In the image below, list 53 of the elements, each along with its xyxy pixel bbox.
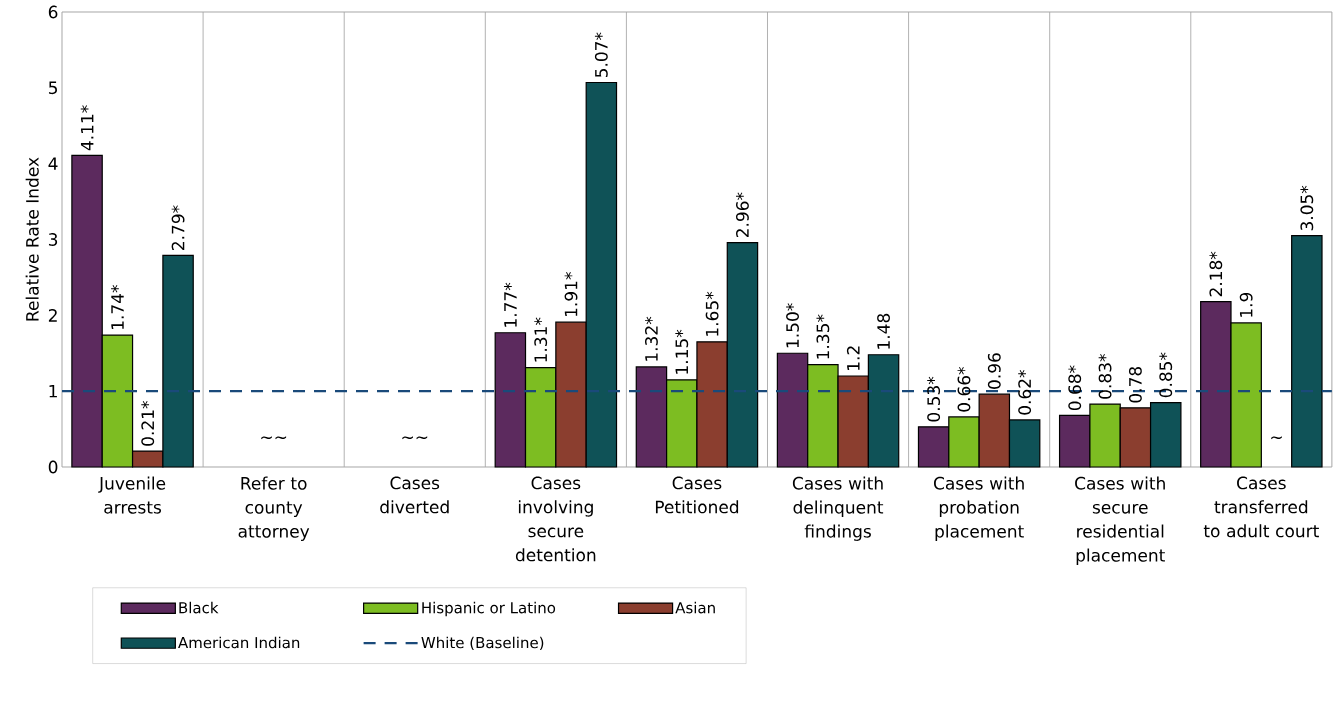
y-tick-label: 5 bbox=[48, 81, 57, 95]
data-label: 2.79* bbox=[171, 205, 185, 250]
data-label: 1.9 bbox=[1239, 292, 1253, 317]
x-tick-label: Juvenile arrests bbox=[98, 476, 166, 514]
data-label: 0.96 bbox=[987, 353, 1001, 389]
x-tick-label: Cases involving secure detention bbox=[515, 476, 596, 562]
data-label: 2.96* bbox=[736, 192, 749, 238]
data-label: 1.31* bbox=[534, 317, 548, 362]
y-axis-title: Relative Rate Index bbox=[25, 157, 39, 321]
data-label: 0.85* bbox=[1159, 352, 1173, 398]
x-tick-label: Refer to county attorney bbox=[238, 476, 310, 541]
y-tick-label: 0 bbox=[48, 460, 58, 474]
data-label: 1.32* bbox=[645, 316, 658, 361]
x-tick-label: Cases diverted bbox=[380, 476, 449, 514]
data-label: 3.05* bbox=[1300, 185, 1314, 231]
annotation: ~~ bbox=[261, 436, 287, 440]
legend-label: Asian bbox=[675, 601, 715, 614]
data-label: 0.66* bbox=[957, 366, 971, 412]
y-tick-label: 4 bbox=[48, 157, 58, 170]
data-label: 1.77* bbox=[504, 282, 517, 327]
data-label: 1.35* bbox=[816, 314, 830, 359]
data-label: 1.74* bbox=[111, 285, 124, 329]
data-label: 0.62* bbox=[1018, 369, 1032, 415]
data-label: 0.21* bbox=[141, 401, 155, 446]
data-label: 0.83* bbox=[1098, 354, 1112, 399]
data-label: 5.07* bbox=[594, 32, 608, 77]
y-tick-label: 6 bbox=[48, 5, 58, 19]
legend-label: White (Baseline) bbox=[421, 636, 544, 651]
data-label: 1.65* bbox=[705, 291, 719, 336]
data-label: 0.53* bbox=[927, 376, 941, 422]
y-tick-label: 1 bbox=[49, 384, 57, 398]
data-label: 1.48 bbox=[877, 313, 890, 349]
x-tick-label: Cases transferred to adult court bbox=[1203, 476, 1319, 538]
legend-label: Black bbox=[179, 601, 219, 614]
data-label: 0.78 bbox=[1128, 366, 1142, 403]
data-label: 1.91* bbox=[564, 272, 578, 317]
data-label: 1.15* bbox=[675, 329, 689, 374]
annotation: ~ bbox=[1271, 436, 1282, 440]
annotation: ~~ bbox=[402, 436, 428, 440]
legend-label: Hispanic or Latino bbox=[422, 601, 556, 617]
x-tick-label: Cases with probation placement bbox=[934, 476, 1024, 541]
data-label: 1.50* bbox=[786, 303, 799, 348]
y-tick-label: 3 bbox=[48, 233, 58, 246]
data-label: 0.68* bbox=[1068, 365, 1082, 411]
x-tick-label: Cases Petitioned bbox=[655, 476, 739, 514]
x-tick-label: Cases with secure residential placement bbox=[1075, 476, 1165, 565]
x-tick-label: Cases with delinquent findings bbox=[792, 476, 884, 541]
data-label: 4.11* bbox=[80, 105, 94, 151]
y-tick-label: 2 bbox=[48, 309, 57, 322]
data-label: 2.18* bbox=[1209, 251, 1223, 297]
data-label: 1.2 bbox=[846, 346, 860, 370]
legend-label: American Indian bbox=[178, 636, 300, 649]
bar bbox=[1291, 235, 1323, 468]
